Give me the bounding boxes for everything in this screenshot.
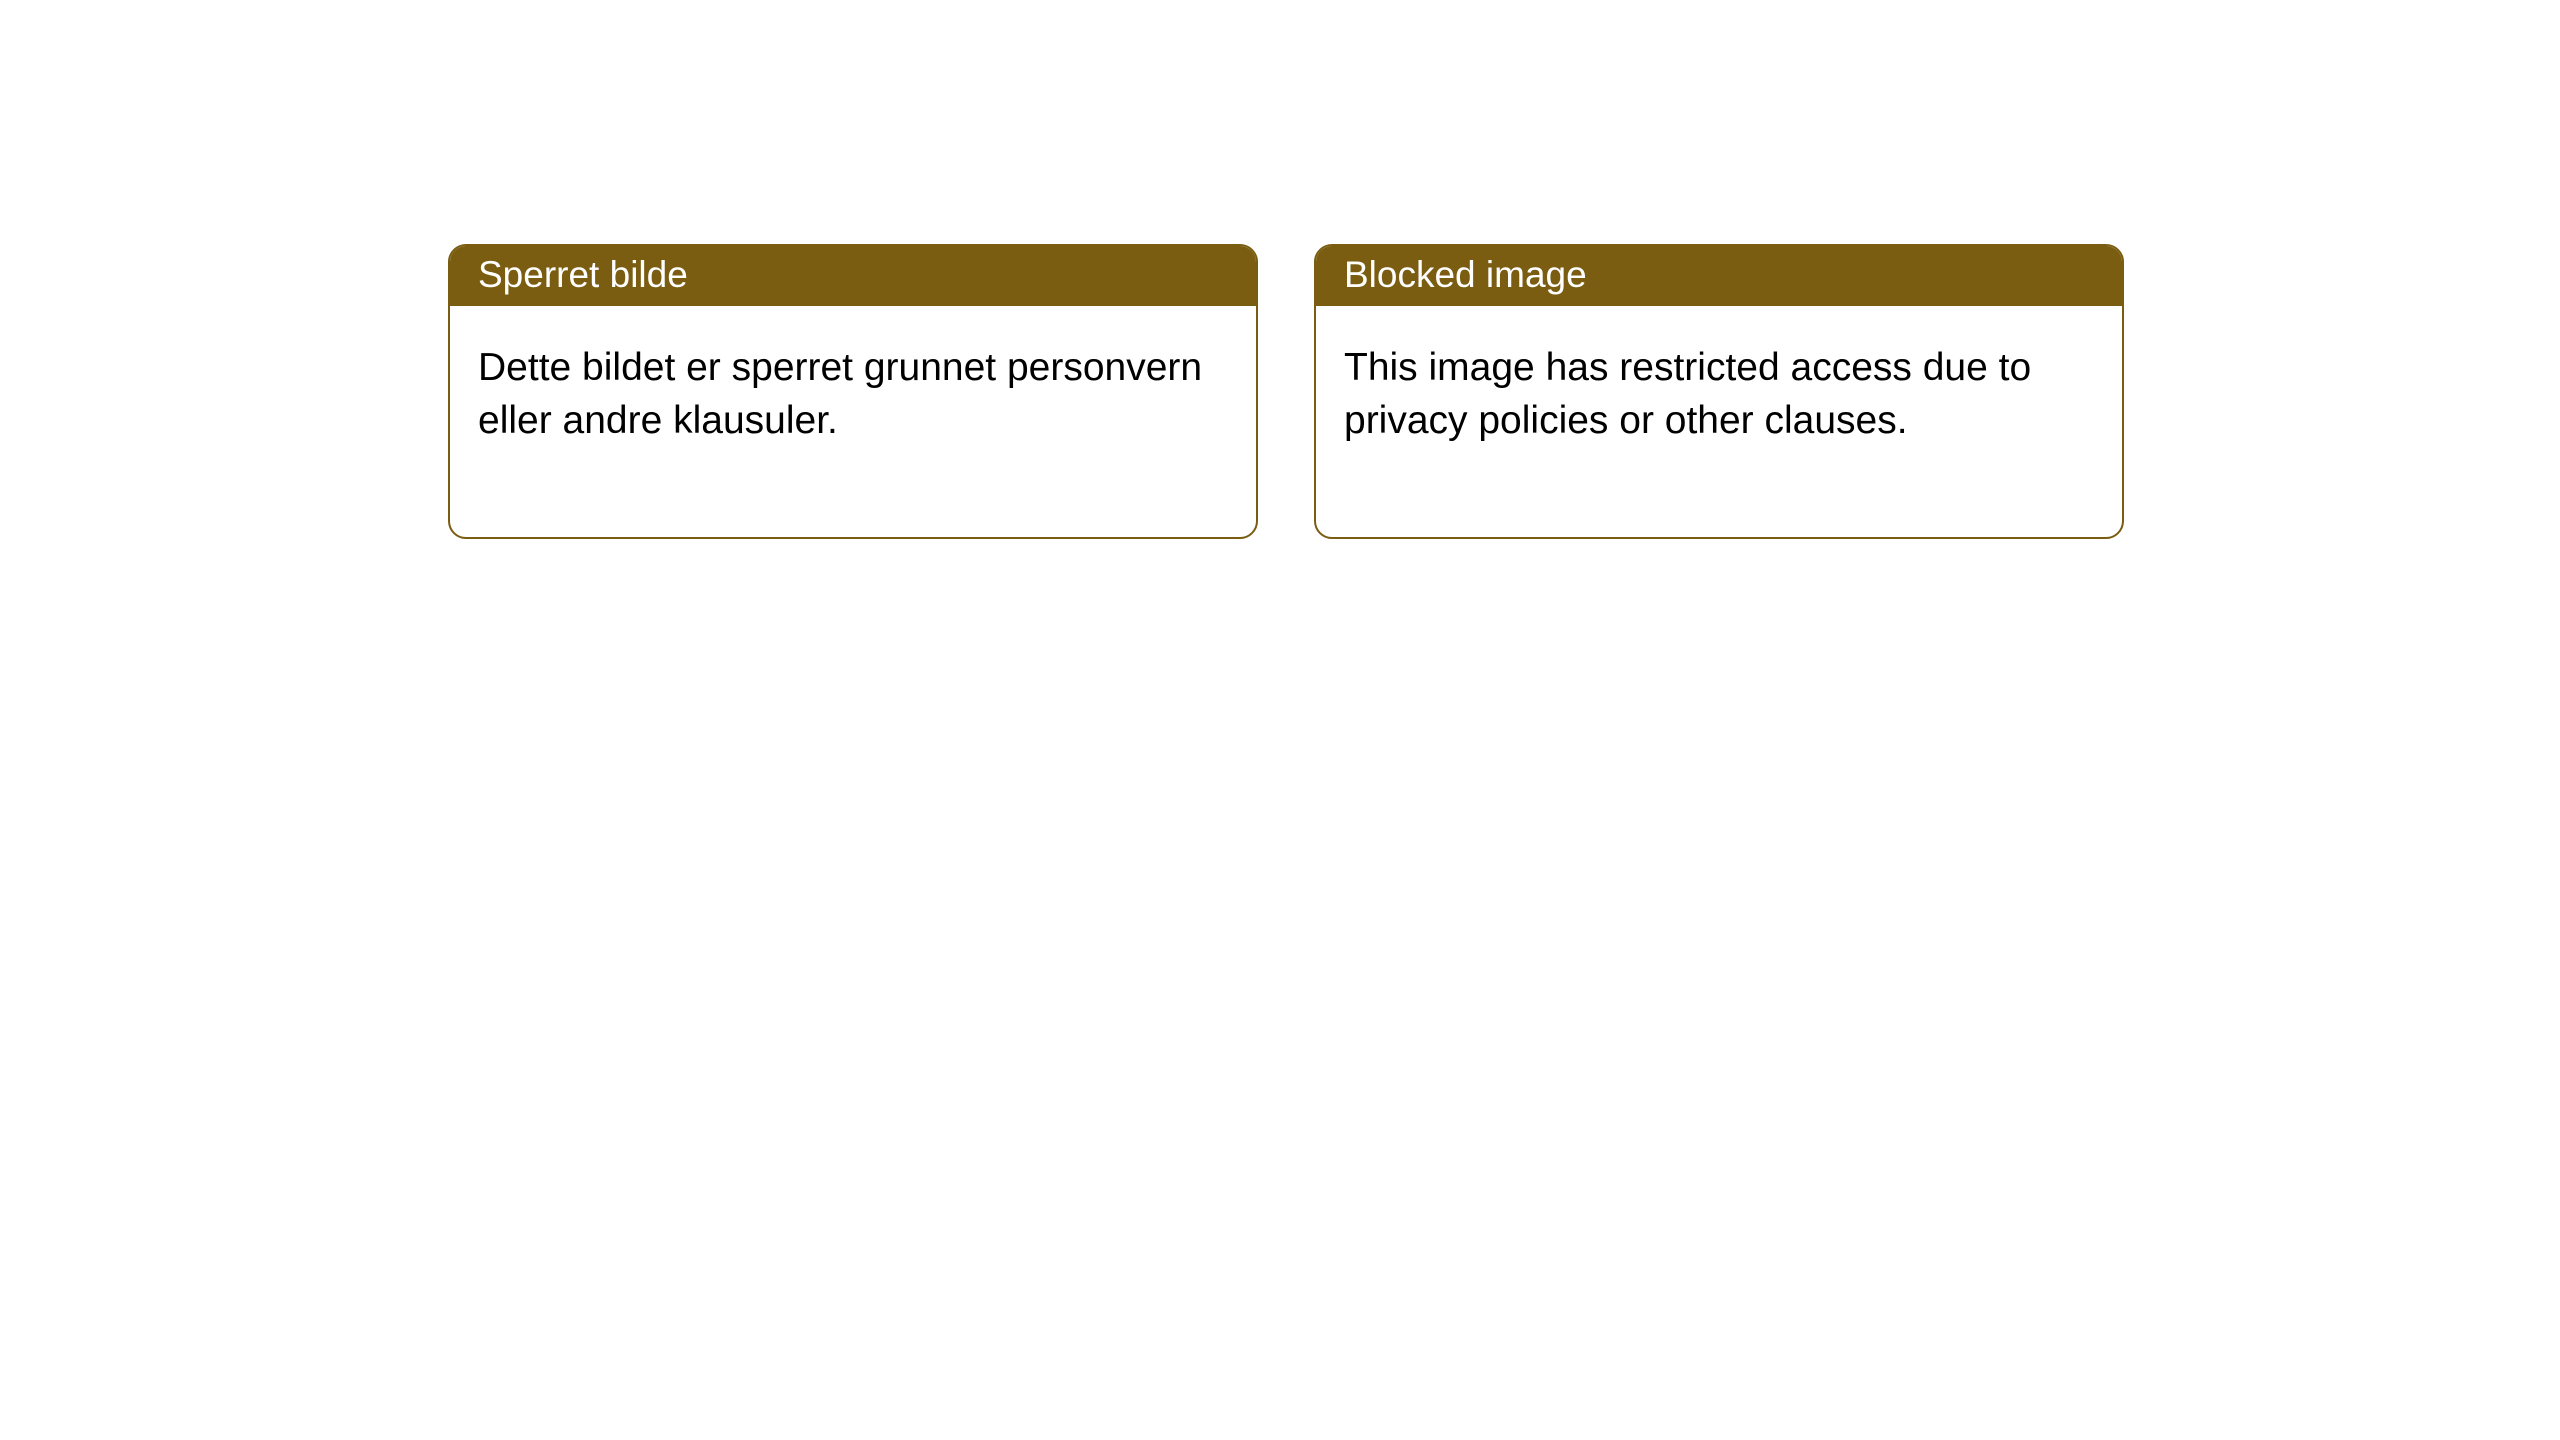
notice-container: Sperret bilde Dette bildet er sperret gr…: [0, 0, 2560, 539]
notice-body: This image has restricted access due to …: [1316, 306, 2122, 537]
notice-card-english: Blocked image This image has restricted …: [1314, 244, 2124, 539]
notice-header: Sperret bilde: [450, 246, 1256, 306]
notice-card-norwegian: Sperret bilde Dette bildet er sperret gr…: [448, 244, 1258, 539]
notice-body: Dette bildet er sperret grunnet personve…: [450, 306, 1256, 537]
notice-header: Blocked image: [1316, 246, 2122, 306]
